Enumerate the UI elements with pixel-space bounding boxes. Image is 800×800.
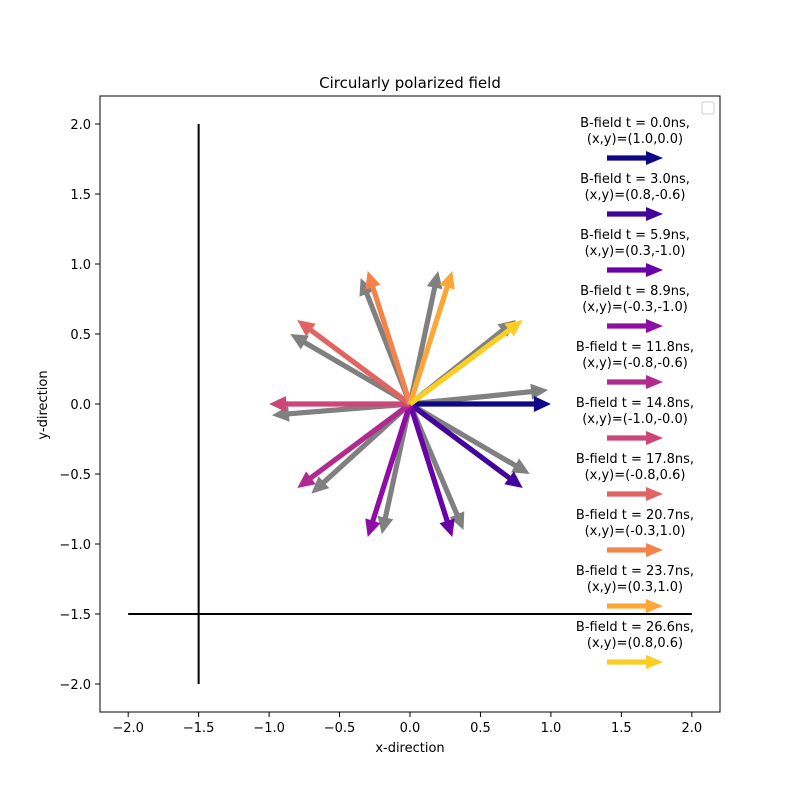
y-tick-label: 1.0 [70,258,91,273]
y-tick-label: 0.5 [70,328,91,343]
y-tick-label: −1.0 [59,538,91,553]
x-tick-label: 0.5 [470,721,491,736]
x-tick-label: 2.0 [681,721,702,736]
y-tick-label: 0.0 [70,398,91,413]
legend: B-field t = 0.0ns,(x,y)=(1.0,0.0) B-field… [576,101,715,669]
gray-arrow-7 [311,402,412,494]
legend-arrow-3 [607,263,663,277]
gray-arrow-3 [407,271,443,405]
legend-label-line1: B-field t = 17.8ns, [576,452,694,467]
y-tick-label: −1.5 [59,608,91,623]
legend-label-line1: B-field t = 23.7ns, [576,564,694,579]
legend-label-line1: B-field t = 20.7ns, [576,508,694,523]
x-axis-label: x-direction [375,741,444,756]
bfield-arrow-10 [408,320,523,407]
legend-arrow-8 [607,543,663,557]
legend-arrow-10 [607,655,663,669]
y-tick-label: −0.5 [59,468,91,483]
legend-label-line2: (x,y)=(-1.0,-0.0) [582,412,688,427]
bfield-arrow-3 [407,403,455,537]
y-tick-label: −2.0 [59,678,91,693]
x-tick-label: −2.0 [112,721,144,736]
legend-label-line1: B-field t = 5.9ns, [580,228,690,243]
chart-title: Circularly polarized field [319,74,501,92]
x-tick-label: 0.0 [400,721,421,736]
legend-arrow-4 [607,319,663,333]
x-tick-label: −0.5 [324,721,356,736]
bfield-arrow-7 [297,320,412,407]
y-tick-label: 2.0 [70,118,91,133]
x-tick-label: 1.0 [541,721,562,736]
legend-label-line1: B-field t = 8.9ns, [580,284,690,299]
legend-label-line2: (x,y)=(-0.3,1.0) [585,524,686,539]
plot-area [99,95,721,713]
legend-label-line1: B-field t = 3.0ns, [580,172,690,187]
x-axis-ticks: −2.0 −1.5 −1.0 −0.5 0.0 0.5 1.0 1.5 2.0 [112,712,702,736]
y-tick-label: 1.5 [70,188,91,203]
legend-label-line2: (x,y)=(-0.8,0.6) [585,468,686,483]
legend-label-line2: (x,y)=(0.3,1.0) [587,580,683,595]
legend-label-line1: B-field t = 14.8ns, [576,396,694,411]
bfield-arrow-4 [365,403,413,537]
bfield-arrow-8 [365,271,413,405]
legend-label-line1: B-field t = 0.0ns, [580,116,690,131]
bfield-arrow-5 [297,401,412,488]
x-tick-label: 1.5 [611,721,632,736]
legend-label-line2: (x,y)=(0.8,-0.6) [585,188,686,203]
legend-arrow-6 [607,431,663,445]
bfield-arrow-1 [410,396,551,412]
gray-arrow-1 [409,383,549,407]
bfield-arrow-9 [407,271,455,405]
legend-label-line1: B-field t = 26.6ns, [576,620,694,635]
legend-label-line2: (x,y)=(0.8,0.6) [587,636,683,651]
legend-box [701,101,715,115]
gray-arrow-10 [408,401,530,474]
legend-arrow-5 [607,375,663,389]
gray-arrow-5 [290,334,412,407]
y-axis-ticks: −2.0 −1.5 −1.0 −0.5 0.0 0.5 1.0 1.5 2.0 [59,118,100,693]
legend-arrow-9 [607,599,663,613]
legend-label-line2: (x,y)=(1.0,0.0) [587,132,683,147]
gray-arrow-8 [377,403,413,535]
bfield-arrow-2 [408,401,523,488]
legend-label-line2: (x,y)=(-0.3,-1.0) [582,300,688,315]
y-axis-label: y-direction [36,370,51,439]
legend-label-line2: (x,y)=(-0.8,-0.6) [582,356,688,371]
bfield-arrow-6 [269,396,410,412]
x-tick-label: −1.0 [253,721,285,736]
legend-arrow-7 [607,487,663,501]
legend-label-line1: B-field t = 11.8ns, [576,340,694,355]
legend-label-line2: (x,y)=(0.3,-1.0) [585,244,686,259]
x-tick-label: −1.5 [183,721,215,736]
legend-arrow-1 [607,151,663,165]
legend-arrow-2 [607,207,663,221]
